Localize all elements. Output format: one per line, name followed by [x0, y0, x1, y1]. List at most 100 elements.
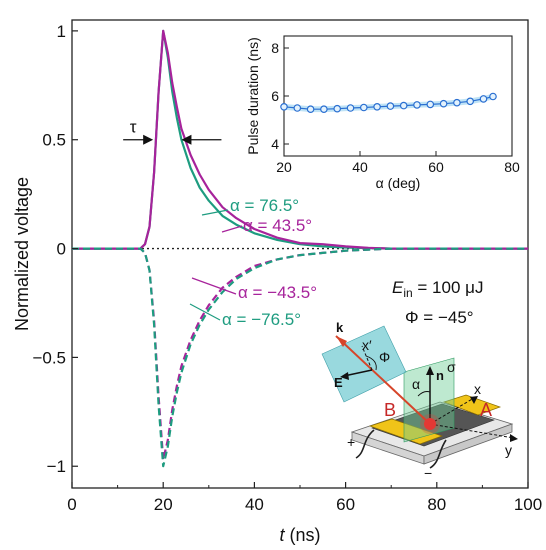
inset-point-2	[306, 105, 315, 114]
normal-arrowhead	[426, 366, 434, 375]
minus-sign: −	[424, 465, 432, 481]
wire-plus	[355, 429, 375, 459]
tau-right-arrowhead	[181, 134, 192, 145]
wire-minus	[429, 439, 447, 469]
plus-sign: +	[347, 434, 355, 450]
x-tick-label-4: 80	[427, 495, 446, 514]
inset-point-15	[479, 95, 488, 103]
tau-annotation: τ	[123, 118, 222, 145]
inset-point-11	[426, 100, 435, 109]
n-label: n	[436, 368, 444, 383]
e-label: E	[334, 375, 343, 390]
inset-point-3	[320, 105, 328, 114]
phi-annotation: Φ = −45°	[405, 308, 474, 327]
alpha-label: α	[412, 376, 420, 392]
inset-point-1	[293, 104, 302, 112]
inset-y-tick-label-1: 6	[271, 88, 279, 104]
inset-x-axis-label: α (deg)	[376, 175, 421, 191]
laser-spot	[424, 418, 436, 430]
label-alpha-76-5: α = 76.5°	[230, 196, 299, 215]
label-alpha-43-5: α = 43.5°	[243, 216, 312, 235]
main-x-axis-label-unit: (ns)	[285, 525, 321, 545]
y-tick-label-0: 1	[57, 22, 66, 41]
inset-y-tick-label-0: 8	[271, 40, 279, 56]
phi-label: Φ	[379, 349, 390, 365]
inset-plot-frame	[283, 35, 513, 157]
laser-beam	[335, 335, 431, 425]
inset-point-4	[333, 104, 342, 113]
x-prime-label: x′	[362, 337, 372, 353]
k-label: k	[336, 320, 344, 335]
inset-y-tick-label-2: 4	[271, 136, 279, 152]
y-tick-label-4: −1	[47, 457, 66, 476]
main-curves	[72, 29, 528, 468]
x-tick-label-1: 20	[154, 495, 173, 514]
inset-y-ticks: 8 6 4	[271, 40, 289, 152]
series-labels: α = 76.5° α = 43.5° α = −43.5° α = −76.5…	[189, 196, 317, 329]
x-tick-label-0: 0	[67, 495, 76, 514]
main-y-ticks: 1 0.5 0 −0.5 −1	[32, 22, 78, 476]
inset-point-12	[439, 99, 448, 108]
inset-chart: 20 40 60 80 8 6 4 Pulse duration (ns) α (deg)	[245, 35, 520, 191]
label-line-76-5	[201, 209, 229, 216]
x-axis-schematic	[429, 397, 475, 425]
alpha-arc	[417, 391, 431, 397]
electrode-a-label: A	[480, 400, 492, 420]
inset-y-axis-label: Pulse duration (ns)	[245, 37, 261, 155]
electrode-a	[442, 394, 502, 416]
tau-left-arrowhead	[143, 134, 154, 145]
inset-point-14	[466, 97, 475, 106]
inset-point-7	[373, 103, 381, 111]
sigma-label: σ	[447, 359, 456, 375]
main-x-ticks: 0 20 40 60 80 100	[67, 482, 542, 514]
e-in-value: = 100 μJ	[413, 278, 484, 297]
main-x-axis-label-var: t	[279, 525, 285, 545]
y-tick-label-3: −0.5	[32, 348, 66, 367]
inset-points	[280, 92, 497, 114]
label-line-neg-76-5	[189, 303, 221, 321]
inset-point-0	[280, 103, 288, 111]
electrode-b	[368, 418, 444, 445]
label-alpha-neg-76-5: α = −76.5°	[222, 310, 301, 329]
label-alpha-neg-43-5: α = −43.5°	[238, 283, 317, 302]
x-label: x	[474, 381, 481, 397]
label-line-43-5	[221, 225, 243, 233]
y-tick-label-1: 0.5	[42, 131, 66, 150]
main-x-axis-label: t (ns)	[279, 525, 320, 545]
e-in-symbol: E	[392, 278, 404, 297]
main-y-axis-label: Normalized voltage	[12, 177, 32, 331]
k-arrowhead	[336, 336, 347, 347]
inset-point-13	[453, 98, 461, 107]
tau-label: τ	[130, 118, 137, 137]
incidence-plane	[403, 357, 455, 443]
inset-x-tick-label-0: 20	[276, 159, 292, 175]
laser-spot-glow	[420, 414, 440, 434]
inset-point-10	[413, 101, 421, 109]
y-tick-label-2: 0	[57, 240, 66, 259]
inset-x-tick-label-2: 60	[428, 159, 444, 175]
inset-x-tick-label-1: 40	[352, 159, 368, 175]
inset-x-ticks: 20 40 60 80	[276, 151, 520, 175]
x-tick-label-5: 100	[514, 495, 542, 514]
inset-point-5	[346, 104, 355, 112]
series-line-1	[72, 29, 528, 250]
y-label: y	[505, 442, 512, 458]
x-arrowhead	[470, 396, 478, 404]
label-line-neg-43-5	[191, 277, 237, 295]
device-schematic: + − k E x′ Φ n σ α x y	[321, 320, 518, 481]
x-prime-axis	[361, 345, 373, 371]
inset-point-8	[386, 102, 395, 110]
inset-point-6	[359, 103, 368, 112]
x-tick-label-3: 60	[336, 495, 355, 514]
phi-arc	[365, 355, 377, 371]
y-axis-schematic	[429, 423, 515, 439]
inset-point-9	[399, 101, 408, 110]
inset-x-tick-label-3: 80	[504, 159, 520, 175]
main-chart: 0 20 40 60 80 100 1 0.5 0 −0.5 −1 Normalized volt…	[12, 19, 542, 545]
y-arrowhead	[510, 434, 518, 442]
x-tick-label-2: 40	[245, 495, 264, 514]
inset-point-16	[489, 92, 497, 101]
e-in-annotation: Ein = 100 μJ	[392, 278, 483, 300]
e-in-subscript: in	[403, 286, 412, 300]
